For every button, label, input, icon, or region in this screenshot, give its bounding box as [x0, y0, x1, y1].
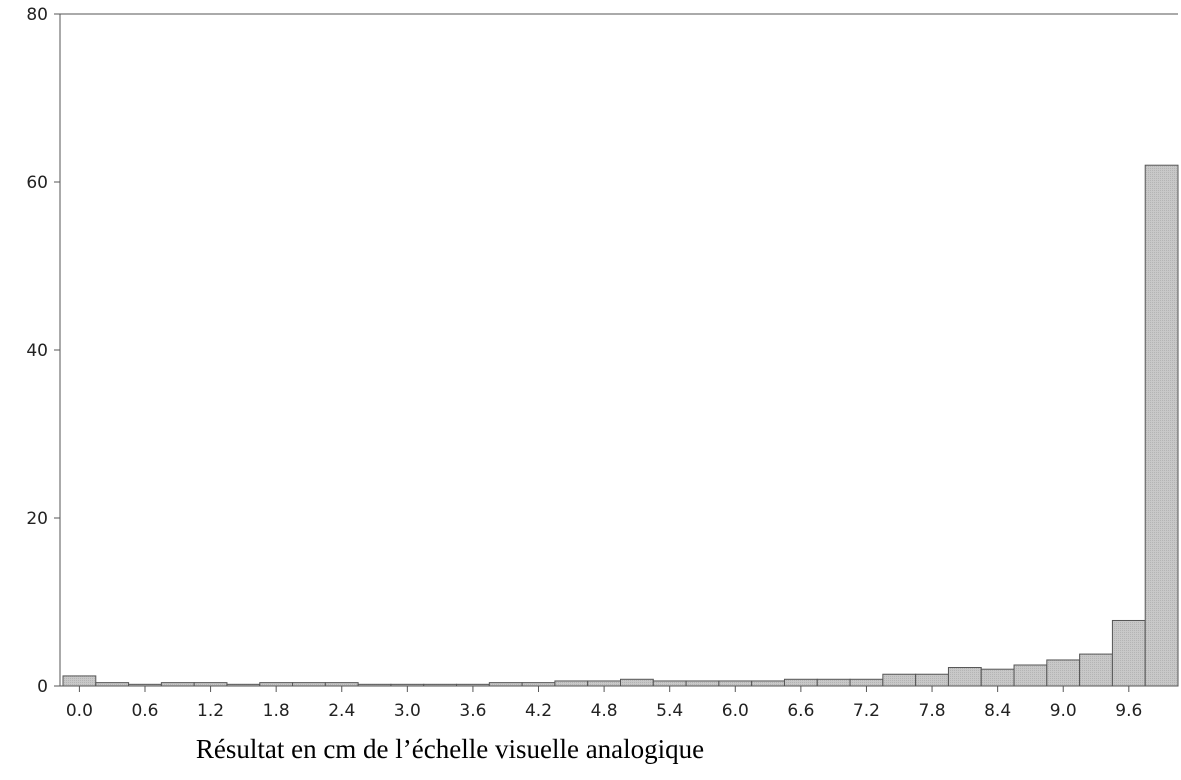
- histogram-bar: [259, 682, 294, 687]
- x-tick-label: 1.8: [263, 701, 290, 721]
- histogram-bar: [980, 668, 1015, 687]
- x-tick-label: 8.4: [984, 701, 1011, 721]
- x-tick-label: 6.0: [722, 701, 749, 721]
- x-tick-label: 3.6: [459, 701, 486, 721]
- histogram-bar: [423, 683, 458, 687]
- histogram-bar: [1046, 659, 1081, 687]
- histogram-bar: [783, 678, 818, 687]
- histogram-bar: [947, 667, 982, 687]
- histogram-bar: [915, 673, 949, 687]
- histogram-bar: [390, 683, 425, 687]
- histogram-chart: 0 20 40 60 80 0.0 0.6 1.2 1.8 2.4 3.0 3.6 4.2 4.8 5.4 6…: [26, 5, 1179, 721]
- histogram-bar: [128, 683, 162, 687]
- histogram-bar: [718, 680, 753, 687]
- y-tick-label: 40: [26, 341, 48, 361]
- histogram-bar: [620, 678, 654, 687]
- histogram-bar: [849, 678, 884, 687]
- histogram-bar: [62, 675, 97, 687]
- x-tick-label: 7.8: [919, 701, 946, 721]
- y-tick-label: 0: [37, 677, 48, 697]
- histogram-bar: [554, 680, 589, 687]
- histogram-bar: [1144, 164, 1179, 687]
- x-tick-label: 9.6: [1115, 701, 1142, 721]
- histogram-bar: [587, 680, 621, 687]
- histogram-bar: [488, 682, 523, 687]
- histogram-bar: [324, 682, 359, 687]
- histogram-bar: [456, 683, 490, 687]
- histogram-bar: [226, 683, 261, 687]
- x-tick-label: 3.0: [394, 701, 421, 721]
- x-tick-label: 4.8: [591, 701, 618, 721]
- x-axis-label: Résultat en cm de l’échelle visuelle ana…: [195, 734, 705, 764]
- histogram-bar: [357, 683, 392, 687]
- histogram-bar: [160, 682, 195, 687]
- histogram-bar: [521, 682, 556, 687]
- histogram-bar: [1111, 619, 1146, 687]
- histogram-bar: [751, 680, 785, 687]
- x-tick-label: 5.4: [656, 701, 683, 721]
- histogram-bar: [882, 673, 917, 687]
- x-tick-label: 0.0: [66, 701, 93, 721]
- x-tick-label: 7.2: [853, 701, 880, 721]
- histogram-bar: [1013, 664, 1048, 687]
- x-tick-label: 0.6: [131, 701, 158, 721]
- histogram-bar: [1079, 653, 1113, 687]
- histogram-bar: [685, 680, 720, 687]
- y-tick-label: 20: [26, 509, 48, 529]
- x-tick-label: 1.2: [197, 701, 224, 721]
- histogram-bar: [95, 682, 130, 687]
- x-tick-label: 2.4: [328, 701, 355, 721]
- x-tick-label: 9.0: [1050, 701, 1077, 721]
- histogram-bar: [816, 678, 851, 687]
- x-tick-label: 6.6: [787, 701, 814, 721]
- histogram-bar: [193, 682, 228, 687]
- y-tick-label: 80: [26, 5, 48, 25]
- x-tick-label: 4.2: [525, 701, 552, 721]
- histogram-bar: [292, 682, 326, 687]
- y-tick-label: 60: [26, 173, 48, 193]
- histogram-bar: [652, 680, 687, 687]
